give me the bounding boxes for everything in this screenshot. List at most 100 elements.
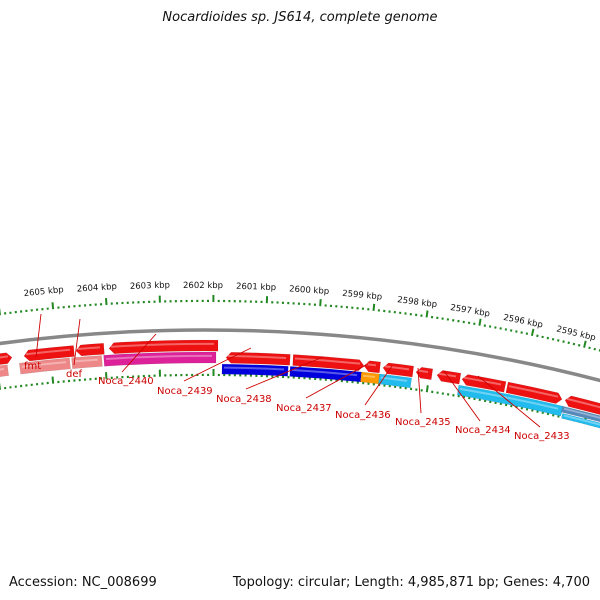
- label-leader-line: [121, 333, 157, 373]
- gene-feature: [71, 355, 103, 369]
- gene-highlight: [0, 368, 5, 371]
- kbp-label: 2599 kbp: [342, 289, 383, 303]
- outer-tick: [572, 342, 576, 346]
- gene-feature: [225, 351, 291, 366]
- gene-label: Noca_2434: [455, 425, 511, 436]
- outer-tick: [425, 310, 429, 318]
- kbp-label: 2598 kbp: [397, 295, 438, 310]
- gene-label: Noca_2440: [98, 376, 154, 387]
- gene-highlight: [438, 372, 457, 378]
- label-leaders: [35, 313, 541, 428]
- gene-highlight: [21, 361, 67, 368]
- gene-feature: [360, 371, 380, 385]
- gene-highlight: [362, 374, 376, 378]
- gene-feature: [378, 373, 412, 389]
- outer-tick: [551, 337, 555, 341]
- gene-highlight: [463, 376, 502, 386]
- gene-highlight: [77, 346, 101, 350]
- kbp-label: 2601 kbp: [236, 282, 276, 293]
- inner-tick: [541, 411, 544, 415]
- gene-feature: [456, 384, 564, 417]
- gene-feature: [75, 343, 105, 357]
- gene-feature: [0, 364, 9, 377]
- gene-feature: [415, 366, 434, 380]
- outer-tick: [546, 336, 550, 340]
- outer-tick: [593, 347, 596, 351]
- gene-feature: [221, 363, 289, 377]
- genome-summary: Topology: circular; Length: 4,985,871 bp…: [232, 575, 590, 590]
- label-leader-line: [245, 356, 324, 390]
- gene-feature: [505, 381, 563, 404]
- kbp-label: 2604 kbp: [77, 282, 118, 295]
- gene-highlight: [563, 414, 600, 426]
- gene-label: Noca_2438: [216, 394, 272, 405]
- label-leader-line: [417, 367, 422, 414]
- accession-text: Accession: NC_008699: [9, 575, 157, 590]
- gene-track: [0, 339, 600, 429]
- gene-feature: [564, 395, 600, 415]
- gene-highlight: [365, 363, 377, 367]
- kbp-label: 2600 kbp: [289, 284, 330, 297]
- gene-feature: [0, 352, 13, 365]
- gene-highlight: [223, 366, 285, 371]
- gene-feature: [382, 362, 414, 378]
- label-leader-line: [477, 375, 541, 428]
- gene-label: Noca_2433: [514, 431, 570, 442]
- gene-highlight: [25, 348, 71, 356]
- kbp-label: 2597 kbp: [450, 303, 491, 319]
- gene-label: Noca_2439: [157, 386, 213, 397]
- genome-backbone: [0, 328, 600, 383]
- kbp-label: 2595 kbp: [555, 324, 596, 343]
- kbp-label: 2596 kbp: [502, 313, 543, 331]
- label-leader-line: [183, 347, 252, 382]
- outer-tick: [478, 318, 482, 326]
- gene-label: Noca_2436: [335, 410, 391, 421]
- gene-highlight: [0, 355, 9, 359]
- gene-feature: [108, 339, 219, 354]
- gene-highlight: [417, 369, 429, 373]
- gene-highlight: [459, 387, 559, 410]
- gene-highlight: [110, 342, 215, 348]
- outer-tick: [583, 340, 587, 348]
- label-leader-line: [443, 370, 481, 422]
- outer-tick: [588, 346, 591, 350]
- label-leader-line: [364, 365, 393, 406]
- gene-label: Noca_2435: [395, 417, 451, 428]
- kbp-label: 2602 kbp: [183, 281, 223, 291]
- outer-tick: [567, 341, 570, 345]
- label-leader-line: [305, 363, 369, 399]
- gene-highlight: [566, 397, 600, 409]
- gene-feature: [461, 374, 507, 393]
- gene-highlight: [384, 365, 410, 371]
- gene-label: def: [66, 369, 83, 380]
- outer-tick: [105, 298, 108, 306]
- gene-highlight: [508, 385, 559, 398]
- inner-tick: [105, 372, 108, 380]
- outer-tick: [530, 328, 535, 337]
- inner-tick: [510, 404, 513, 408]
- inner-tick: [546, 412, 550, 416]
- outer-tick: [499, 327, 502, 330]
- gene-highlight: [563, 407, 600, 419]
- inner-tick: [520, 406, 524, 410]
- inner-tick: [525, 407, 529, 411]
- kbp-label: 2605 kbp: [23, 285, 64, 299]
- gene-label: Noca_2437: [276, 403, 332, 414]
- gene-feature: [560, 405, 600, 423]
- inner-tick: [499, 402, 503, 406]
- outer-tick: [562, 340, 565, 343]
- gene-feature: [561, 413, 600, 429]
- gene-label: fmt: [24, 361, 41, 372]
- gene-highlight: [105, 354, 213, 360]
- label-leader-line: [73, 318, 81, 366]
- gene-highlight: [380, 376, 408, 382]
- outer-tick: [557, 339, 560, 342]
- outer-tick: [51, 302, 55, 310]
- outer-tick: [319, 299, 322, 307]
- inner-tick: [557, 415, 560, 418]
- inner-tick: [51, 376, 55, 384]
- gene-feature: [19, 357, 71, 375]
- inner-tick: [425, 385, 429, 393]
